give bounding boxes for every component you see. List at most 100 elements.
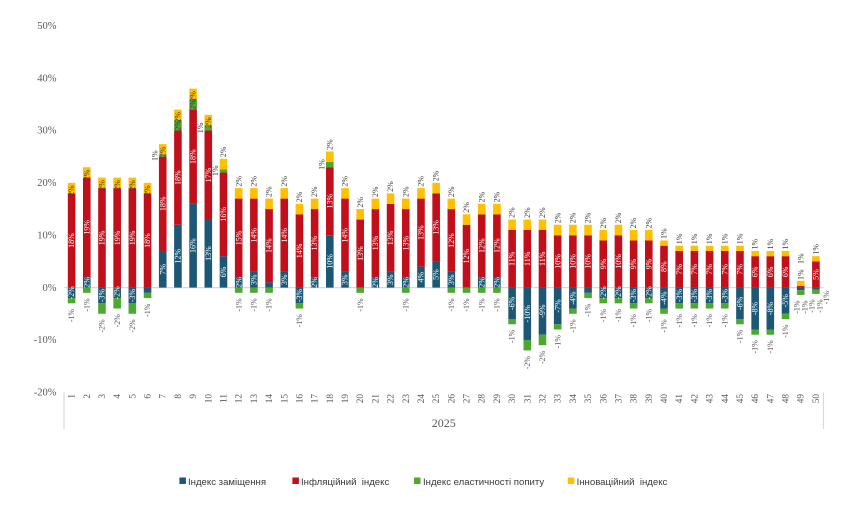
- svg-text:2%: 2%: [614, 212, 623, 223]
- svg-text:-1%: -1%: [720, 314, 729, 328]
- svg-text:-1%: -1%: [568, 319, 577, 333]
- svg-text:14%: 14%: [249, 228, 258, 243]
- svg-text:2: 2: [83, 394, 93, 399]
- svg-text:1%: 1%: [720, 233, 729, 244]
- svg-text:7%: 7%: [720, 264, 729, 275]
- svg-text:2%: 2%: [219, 146, 228, 157]
- svg-text:3%: 3%: [341, 274, 350, 285]
- svg-text:-1%: -1%: [82, 298, 91, 312]
- svg-text:2%: 2%: [356, 197, 365, 208]
- svg-text:1%: 1%: [751, 238, 760, 249]
- svg-text:-1%: -1%: [553, 335, 562, 349]
- svg-text:-1%: -1%: [822, 291, 831, 305]
- svg-text:-3%: -3%: [705, 288, 714, 302]
- svg-text:-2%: -2%: [113, 314, 122, 328]
- svg-text:11%: 11%: [508, 251, 517, 266]
- svg-text:-7%: -7%: [553, 299, 562, 313]
- svg-text:1%: 1%: [196, 122, 205, 133]
- svg-text:10%: 10%: [37, 230, 57, 241]
- svg-text:2%: 2%: [417, 176, 426, 187]
- svg-text:2%: 2%: [462, 202, 471, 213]
- svg-text:-2%: -2%: [128, 319, 137, 333]
- svg-text:15%: 15%: [234, 230, 243, 245]
- svg-text:19%: 19%: [98, 230, 107, 245]
- svg-text:-20%: -20%: [34, 388, 57, 399]
- svg-text:3%: 3%: [447, 274, 456, 285]
- svg-text:6%: 6%: [781, 266, 790, 277]
- svg-text:2%: 2%: [234, 277, 243, 288]
- svg-text:50%: 50%: [37, 21, 57, 32]
- svg-text:-2%: -2%: [538, 350, 547, 364]
- svg-text:1%: 1%: [660, 228, 669, 239]
- svg-text:31: 31: [523, 394, 533, 404]
- svg-text:-1%: -1%: [816, 299, 825, 313]
- svg-text:11%: 11%: [538, 251, 547, 266]
- svg-text:10%: 10%: [325, 254, 334, 269]
- svg-text:13%: 13%: [356, 246, 365, 261]
- svg-text:7%: 7%: [158, 264, 167, 275]
- svg-text:7: 7: [159, 394, 169, 399]
- svg-text:1%: 1%: [766, 238, 775, 249]
- svg-text:2%: 2%: [67, 185, 76, 196]
- svg-text:-1%: -1%: [265, 298, 274, 312]
- svg-text:15: 15: [280, 394, 290, 404]
- svg-text:-3%: -3%: [629, 288, 638, 302]
- svg-text:42: 42: [690, 394, 700, 404]
- svg-text:7%: 7%: [690, 264, 699, 275]
- svg-text:48: 48: [782, 394, 792, 404]
- svg-text:39: 39: [645, 394, 655, 404]
- svg-text:2025: 2025: [432, 416, 456, 430]
- svg-text:13%: 13%: [432, 220, 441, 235]
- svg-text:2%: 2%: [477, 277, 486, 288]
- svg-text:Індекс заміщення: Індекс заміщення: [188, 477, 266, 488]
- svg-text:29: 29: [493, 394, 503, 404]
- svg-text:2%: 2%: [584, 212, 593, 223]
- svg-text:12%: 12%: [477, 238, 486, 253]
- svg-text:2%: 2%: [128, 180, 137, 191]
- svg-text:-1%: -1%: [808, 299, 817, 313]
- svg-text:-8%: -8%: [766, 302, 775, 316]
- svg-text:-1%: -1%: [781, 324, 790, 338]
- svg-text:-9%: -9%: [538, 304, 547, 318]
- svg-text:14%: 14%: [280, 228, 289, 243]
- svg-text:3%: 3%: [386, 274, 395, 285]
- svg-text:7%: 7%: [705, 264, 714, 275]
- svg-text:1: 1: [68, 394, 78, 399]
- svg-text:16: 16: [295, 394, 305, 404]
- svg-text:21: 21: [371, 394, 381, 404]
- svg-text:40%: 40%: [37, 73, 57, 84]
- svg-text:2%: 2%: [265, 186, 274, 197]
- svg-text:Індекс еластичності попиту: Індекс еластичності попиту: [423, 477, 544, 488]
- svg-text:-6%: -6%: [736, 296, 745, 310]
- svg-text:12%: 12%: [493, 238, 502, 253]
- svg-text:14%: 14%: [341, 228, 350, 243]
- svg-text:2%: 2%: [401, 186, 410, 197]
- svg-text:2%: 2%: [341, 176, 350, 187]
- svg-text:26: 26: [447, 394, 457, 404]
- svg-text:45: 45: [736, 394, 746, 404]
- svg-text:-2%: -2%: [523, 356, 532, 370]
- svg-text:2%: 2%: [189, 99, 198, 110]
- svg-text:2%: 2%: [508, 207, 517, 218]
- svg-text:9: 9: [189, 394, 199, 399]
- svg-text:-1%: -1%: [356, 298, 365, 312]
- svg-text:-1%: -1%: [644, 308, 653, 322]
- svg-text:-2%: -2%: [644, 286, 653, 300]
- svg-text:-3%: -3%: [720, 288, 729, 302]
- svg-text:2%: 2%: [249, 176, 258, 187]
- svg-text:-1%: -1%: [493, 298, 502, 312]
- svg-text:2%: 2%: [432, 170, 441, 181]
- svg-text:11: 11: [220, 394, 230, 403]
- svg-text:17%: 17%: [204, 167, 213, 182]
- svg-text:2%: 2%: [174, 120, 183, 131]
- svg-text:1%: 1%: [781, 238, 790, 249]
- svg-text:4%: 4%: [417, 271, 426, 282]
- svg-text:-1%: -1%: [629, 314, 638, 328]
- svg-text:-1%: -1%: [249, 298, 258, 312]
- svg-text:2%: 2%: [325, 139, 334, 150]
- svg-text:17: 17: [311, 394, 321, 404]
- svg-text:1%: 1%: [317, 159, 326, 170]
- svg-text:-1%: -1%: [401, 298, 410, 312]
- svg-text:-1%: -1%: [508, 329, 517, 343]
- svg-text:36: 36: [599, 394, 609, 404]
